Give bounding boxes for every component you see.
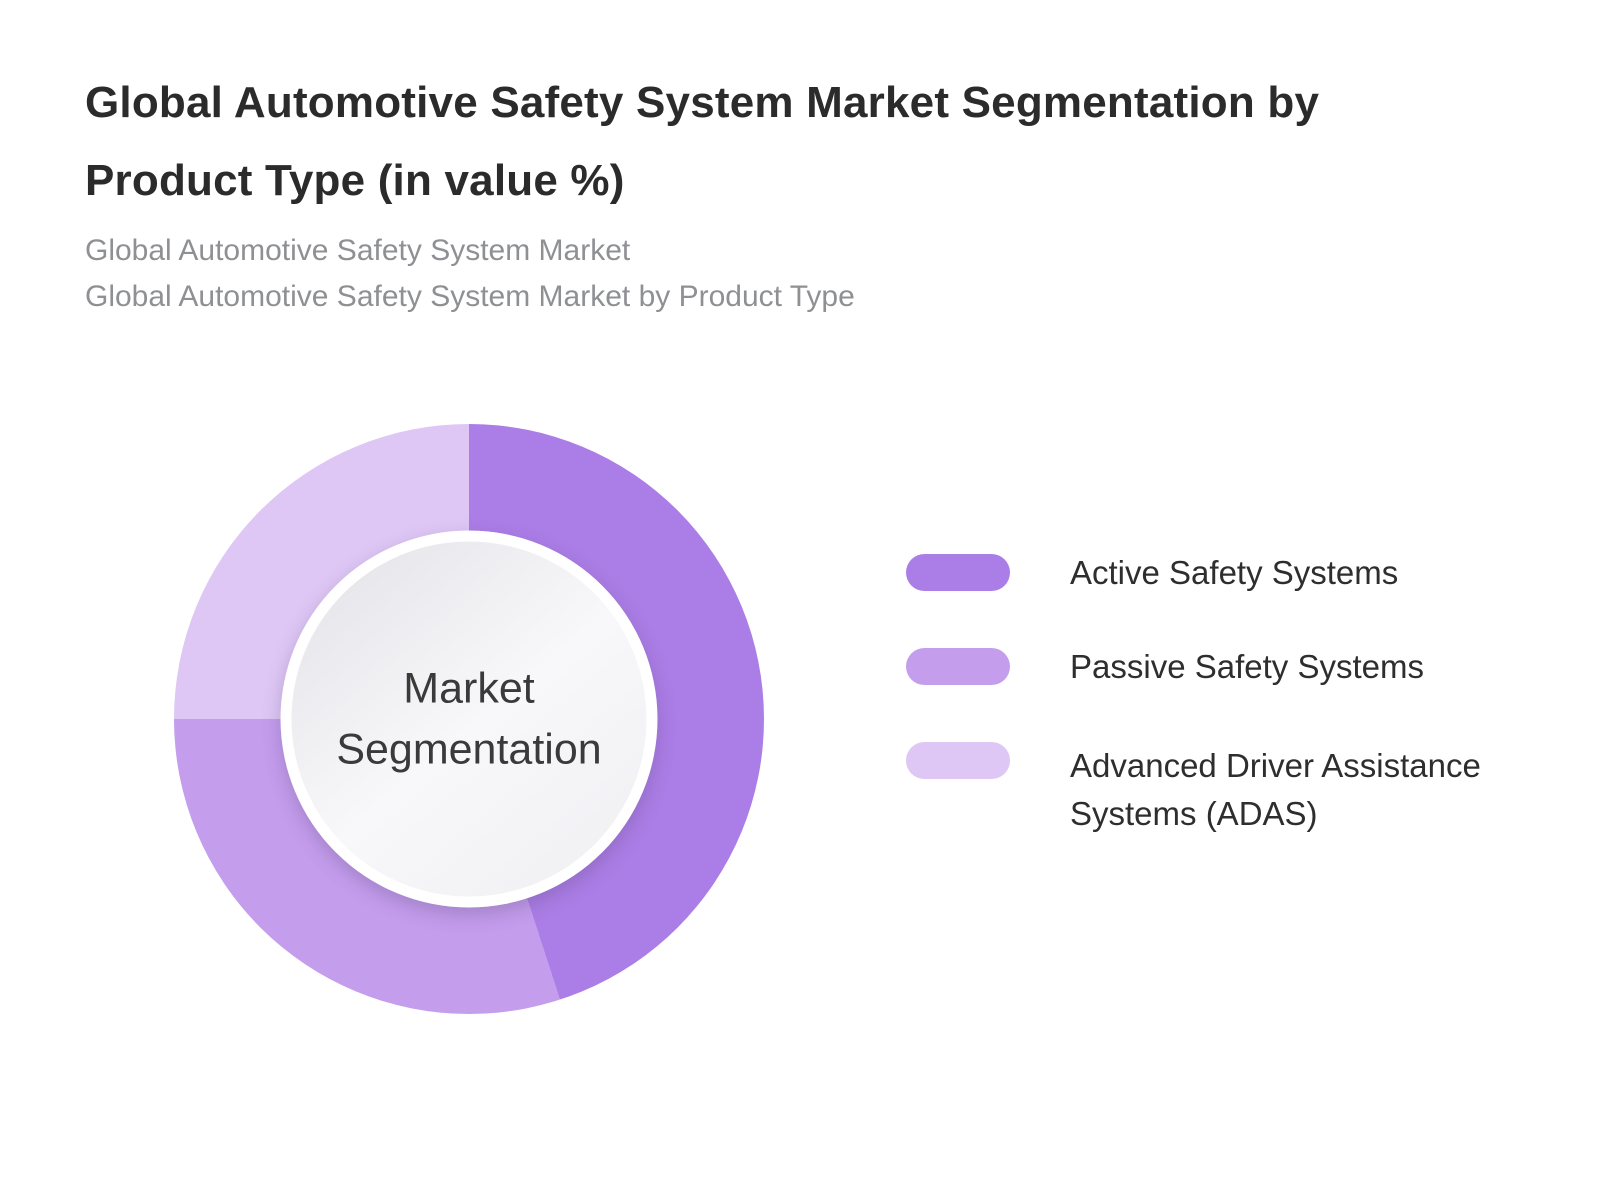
donut-chart: Market Segmentation <box>174 424 764 1014</box>
donut-center: Market Segmentation <box>291 541 647 897</box>
legend-swatch-active-safety <box>906 554 1010 591</box>
page-subtitle: Global Automotive Safety System Market G… <box>85 228 1319 320</box>
legend-item-active-safety: Active Safety Systems <box>906 554 1520 591</box>
legend-label-adas: Advanced Driver Assistance Systems (ADAS… <box>1070 747 1481 832</box>
legend-label-active-safety: Active Safety Systems <box>1070 554 1399 591</box>
donut-hole: Market Segmentation <box>280 530 658 908</box>
page-title-line-1: Global Automotive Safety System Market S… <box>85 78 1320 127</box>
legend-item-adas: Advanced Driver Assistance Systems (ADAS… <box>906 742 1520 838</box>
legend-swatch-passive-safety <box>906 648 1010 685</box>
page-title: Global Automotive Safety System Market S… <box>85 64 1319 220</box>
page-subtitle-line-1: Global Automotive Safety System Market <box>85 234 631 267</box>
page-title-line-2: Product Type (in value %) <box>85 156 625 205</box>
page-header: Global Automotive Safety System Market S… <box>85 64 1319 320</box>
legend-swatch-adas <box>906 742 1010 779</box>
page-subtitle-line-2: Global Automotive Safety System Market b… <box>85 280 855 313</box>
chart-legend: Active Safety Systems Passive Safety Sys… <box>906 554 1520 838</box>
donut-center-label-line-1: Market <box>403 664 535 712</box>
legend-item-passive-safety: Passive Safety Systems <box>906 648 1520 685</box>
legend-label-passive-safety: Passive Safety Systems <box>1070 648 1424 685</box>
donut-center-label-line-2: Segmentation <box>336 725 602 773</box>
